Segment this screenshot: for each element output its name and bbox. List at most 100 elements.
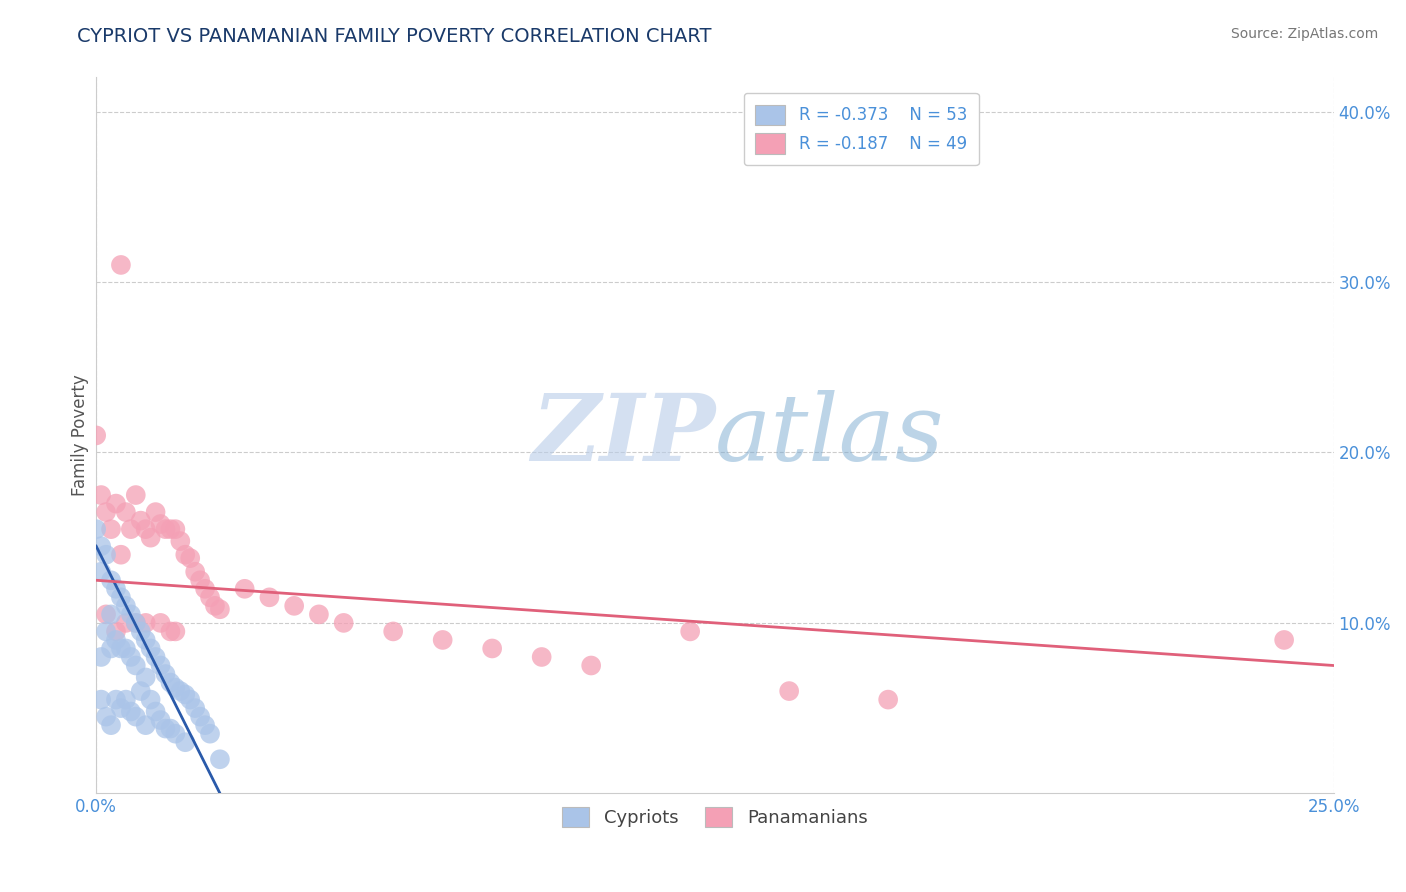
Point [94,607,117,622]
Point [198,591,221,605]
Point [165,727,187,741]
Point [159,624,181,639]
Point [104,692,127,706]
Point [129,684,152,698]
Point [100,607,122,622]
Point [778,684,800,698]
Point [110,591,132,605]
Point [530,650,553,665]
Point [179,551,201,566]
Point [159,522,181,536]
Point [125,709,148,723]
Point [100,641,122,656]
Point [135,718,157,732]
Point [94,548,117,562]
Point [198,727,221,741]
Text: atlas: atlas [714,391,945,481]
Point [104,497,127,511]
Point [308,607,330,622]
Point [174,688,197,702]
Point [129,624,152,639]
Point [110,641,132,656]
Point [90,488,112,502]
Point [877,692,900,706]
Point [149,713,172,727]
Point [90,692,112,706]
Point [194,718,217,732]
Point [165,624,187,639]
Point [115,599,138,613]
Point [115,505,138,519]
Text: ZIP: ZIP [530,391,714,481]
Point [139,692,162,706]
Point [125,488,148,502]
Point [120,522,142,536]
Point [84,522,107,536]
Text: Source: ZipAtlas.com: Source: ZipAtlas.com [1230,27,1378,41]
Point [149,516,172,531]
Point [259,591,281,605]
Point [115,692,138,706]
Point [165,522,187,536]
Point [679,624,702,639]
Point [165,681,187,695]
Point [100,522,122,536]
Point [159,675,181,690]
Text: CYPRIOT VS PANAMANIAN FAMILY POVERTY CORRELATION CHART: CYPRIOT VS PANAMANIAN FAMILY POVERTY COR… [77,27,711,45]
Point [115,641,138,656]
Point [145,650,167,665]
Point [139,641,162,656]
Point [169,684,191,698]
Point [174,735,197,749]
Point [332,615,354,630]
Point [110,548,132,562]
Point [120,705,142,719]
Point [149,658,172,673]
Point [188,574,211,588]
Point [579,658,602,673]
Y-axis label: Family Poverty: Family Poverty [72,375,89,496]
Point [110,701,132,715]
Point [169,534,191,549]
Point [155,667,177,681]
Point [110,258,132,272]
Point [145,505,167,519]
Point [104,632,127,647]
Point [208,752,231,766]
Point [104,582,127,596]
Point [135,522,157,536]
Point [90,650,112,665]
Point [94,709,117,723]
Point [194,582,217,596]
Point [90,565,112,579]
Point [283,599,305,613]
Point [94,505,117,519]
Point [104,624,127,639]
Point [233,582,256,596]
Point [125,615,148,630]
Point [184,565,207,579]
Point [1272,632,1295,647]
Point [125,658,148,673]
Point [159,722,181,736]
Point [120,607,142,622]
Point [145,705,167,719]
Point [135,615,157,630]
Point [125,615,148,630]
Point [94,624,117,639]
Point [184,701,207,715]
Point [135,632,157,647]
Point [100,718,122,732]
Point [155,722,177,736]
Point [135,670,157,684]
Point [208,602,231,616]
Point [100,574,122,588]
Point [115,615,138,630]
Point [149,615,172,630]
Point [174,548,197,562]
Point [155,522,177,536]
Legend: Cypriots, Panamanians: Cypriots, Panamanians [555,800,875,834]
Point [481,641,503,656]
Point [204,599,226,613]
Point [120,650,142,665]
